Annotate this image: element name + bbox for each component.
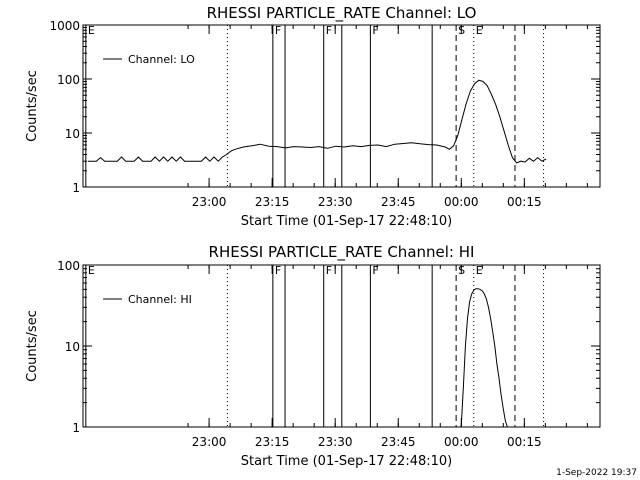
hi-x-axis-label: Start Time (01-Sep-17 22:48:10) xyxy=(241,454,452,469)
hi-legend-label: Channel: HI xyxy=(128,293,192,306)
hi-y-tick-label: 100 xyxy=(57,259,80,273)
hi-x-tick-label: 23:15 xyxy=(255,435,290,449)
lo-series-line xyxy=(87,79,547,164)
footer-timestamp: 1-Sep-2022 19:37 xyxy=(556,468,637,478)
lo-x-tick-label: 23:00 xyxy=(192,195,227,209)
lo-y-tick-label: 10 xyxy=(65,127,80,141)
hi-event-marker-label: F xyxy=(275,264,281,277)
hi-y-tick-label: 1 xyxy=(72,421,80,435)
hi-x-tick-label: 23:00 xyxy=(192,435,227,449)
hi-channel-panel: RHESSI PARTICLE_RATE Channel: HI 1 10 100 23… xyxy=(25,243,601,469)
hi-event-marker-label: S xyxy=(458,264,465,277)
hi-event-marker-label: E xyxy=(476,264,483,277)
lo-chart-title: RHESSI PARTICLE_RATE Channel: LO xyxy=(207,4,477,23)
hi-y-tick-label: 10 xyxy=(65,340,80,354)
hi-series-line xyxy=(460,288,508,428)
lo-legend-label: Channel: LO xyxy=(128,53,195,66)
lo-x-axis-label: Start Time (01-Sep-17 22:48:10) xyxy=(241,214,452,229)
lo-x-tick-label: 00:15 xyxy=(507,195,542,209)
hi-chart-title: RHESSI PARTICLE_RATE Channel: HI xyxy=(209,243,475,262)
lo-x-tick-label: 23:30 xyxy=(318,195,353,209)
hi-y-axis-label: Counts/sec xyxy=(25,310,40,382)
lo-channel-panel: RHESSI PARTICLE_RATE Channel: LO 1 10 100 10… xyxy=(25,4,601,229)
lo-x-tick-label: 23:15 xyxy=(255,195,290,209)
lo-x-tick-label: 23:45 xyxy=(381,195,416,209)
lo-x-tick-label: 00:00 xyxy=(444,195,479,209)
hi-x-tick-label: 23:45 xyxy=(381,435,416,449)
lo-event-marker-label: E xyxy=(476,24,483,37)
hi-x-tick-label: 23:30 xyxy=(318,435,353,449)
lo-event-marker-label: F xyxy=(275,24,281,37)
lo-y-tick-label: 1 xyxy=(72,181,80,195)
hi-event-marker-label: F xyxy=(326,264,332,277)
hi-event-marker-label: F xyxy=(372,264,378,277)
lo-y-tick-label: 1000 xyxy=(49,19,80,33)
hi-x-tick-label: 00:00 xyxy=(444,435,479,449)
lo-y-tick-label: 100 xyxy=(57,73,80,87)
hi-x-tick-label: 00:15 xyxy=(507,435,542,449)
hi-event-marker-label: E xyxy=(88,264,95,277)
lo-event-marker-label: S xyxy=(458,24,465,37)
lo-event-marker-label: F xyxy=(326,24,332,37)
lo-y-axis-label: Counts/sec xyxy=(25,70,40,142)
lo-event-marker-label: F xyxy=(372,24,378,37)
lo-event-marker-label: E xyxy=(88,24,95,37)
